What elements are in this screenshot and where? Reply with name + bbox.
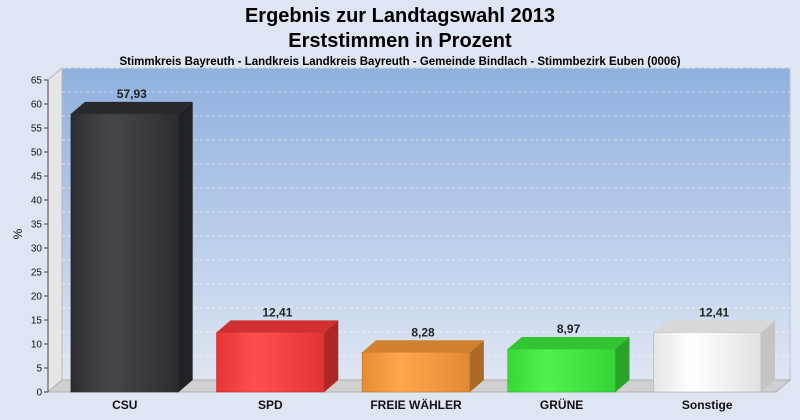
y-axis-label: % <box>11 228 25 239</box>
bar-side <box>469 340 484 392</box>
data-label: 12,41 <box>699 305 729 319</box>
chart-subtitle: Stimmkreis Bayreuth - Landkreis Landkrei… <box>119 56 680 68</box>
bars <box>70 101 776 393</box>
y-tick-label: 25 <box>31 268 43 279</box>
y-tick-label: 55 <box>31 124 43 135</box>
bar-side <box>615 336 630 392</box>
bar-spd <box>216 320 339 393</box>
x-tick-label: FREIE WÄHLER <box>370 397 462 412</box>
y-tick-label: 40 <box>31 196 43 207</box>
data-label: 8,97 <box>557 322 581 336</box>
bar-csu <box>70 101 193 393</box>
bar-shine <box>653 332 762 392</box>
data-label: 12,41 <box>262 305 292 319</box>
bar-top <box>70 101 193 114</box>
data-label: 8,28 <box>411 325 435 339</box>
x-tick-label: CSU <box>112 398 137 412</box>
chart-title: Ergebnis zur Landtagswahl 2013 <box>245 5 555 27</box>
bar-side <box>761 320 776 392</box>
bar-shine <box>70 113 179 392</box>
bar-top <box>653 320 776 333</box>
chart-title-line2: Erststimmen in Prozent <box>288 30 512 52</box>
y-tick-label: 45 <box>31 172 43 183</box>
y-tick-label: 50 <box>31 148 43 159</box>
y-tick-label: 65 <box>31 76 43 87</box>
bar-top <box>362 340 484 353</box>
y-tick-label: 35 <box>31 220 43 231</box>
bar-shine <box>362 352 470 392</box>
x-tick-label: SPD <box>258 398 283 412</box>
bar-shine <box>507 348 616 392</box>
bar-side <box>324 320 339 392</box>
y-tick-label: 0 <box>36 388 42 399</box>
y-tick-label: 30 <box>31 244 43 255</box>
y-tick-label: 10 <box>31 340 43 351</box>
bar-top <box>216 320 339 333</box>
y-tick-label: 15 <box>31 316 43 327</box>
data-labels: 57,93 12,41 8,28 8,97 12,41 <box>117 87 730 339</box>
y-tick-label: 60 <box>31 100 43 111</box>
x-tick-label: Sonstige <box>682 398 733 412</box>
x-axis: CSU SPD FREIE WÄHLER GRÜNE Sonstige <box>112 397 733 412</box>
y-axis: 0 5 10 15 20 25 30 35 40 45 50 55 60 65 <box>31 76 49 399</box>
plot-side-wall <box>47 66 63 394</box>
y-tick-label: 20 <box>31 292 43 303</box>
bar-shine <box>216 332 325 392</box>
bar-freie-wähler <box>361 340 484 393</box>
y-tick-label: 5 <box>36 364 42 375</box>
bar-side <box>178 101 193 392</box>
x-tick-label: GRÜNE <box>540 397 583 412</box>
bar-sonstige <box>653 320 776 393</box>
bar-grüne <box>507 336 630 393</box>
bar-top <box>507 336 630 349</box>
data-label: 57,93 <box>117 87 147 101</box>
